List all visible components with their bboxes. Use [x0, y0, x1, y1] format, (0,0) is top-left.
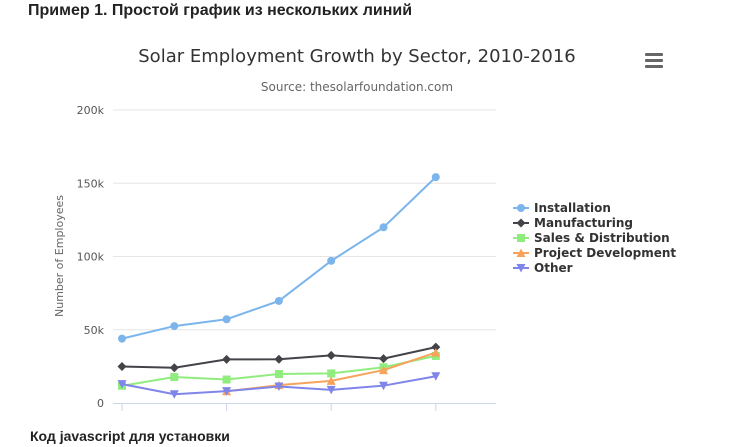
- legend-item[interactable]: Sales & Distribution: [513, 231, 670, 245]
- legend-symbol[interactable]: [517, 204, 525, 212]
- legend-item[interactable]: Project Development: [513, 246, 676, 260]
- legend-label: Installation: [534, 201, 611, 215]
- data-point[interactable]: [222, 315, 231, 324]
- series-line: [121, 176, 437, 340]
- legend-label: Other: [534, 261, 573, 275]
- legend-item[interactable]: Other: [513, 261, 573, 275]
- series-lines: [117, 173, 441, 399]
- data-point[interactable]: [170, 322, 179, 331]
- legend-label: Sales & Distribution: [534, 231, 670, 245]
- data-point[interactable]: [170, 373, 179, 382]
- chart-subtitle: Source: thesolarfoundation.com: [261, 80, 453, 94]
- chart-menu-button[interactable]: [642, 50, 666, 70]
- x-axis: [113, 403, 496, 411]
- hamburger-menu-icon: [645, 53, 663, 56]
- data-point[interactable]: [222, 375, 231, 384]
- data-point[interactable]: [222, 354, 232, 364]
- series-other: [117, 372, 441, 399]
- legend-item[interactable]: Installation: [513, 201, 611, 215]
- data-point[interactable]: [326, 376, 336, 385]
- data-point[interactable]: [326, 350, 336, 360]
- y-tick-label: 150k: [77, 177, 105, 190]
- y-tick-label: 200k: [77, 104, 105, 117]
- data-point[interactable]: [431, 348, 441, 357]
- data-point[interactable]: [379, 354, 388, 364]
- y-tick-label: 100k: [77, 251, 105, 264]
- data-point[interactable]: [431, 372, 441, 381]
- data-point[interactable]: [169, 390, 179, 399]
- y-axis-ticks: 0 50k 100k 150k 200k: [77, 104, 105, 410]
- data-point[interactable]: [274, 296, 283, 305]
- y-tick-label: 50k: [84, 324, 105, 337]
- legend-symbol[interactable]: [516, 218, 526, 228]
- series-installation: [118, 173, 440, 343]
- y-tick-label: 0: [97, 397, 104, 410]
- data-point[interactable]: [169, 363, 179, 373]
- legend-label: Manufacturing: [534, 216, 633, 230]
- series-manufacturing: [117, 342, 441, 373]
- data-point[interactable]: [327, 369, 336, 378]
- legend-symbol[interactable]: [516, 264, 526, 273]
- data-point[interactable]: [118, 334, 126, 343]
- data-point[interactable]: [117, 380, 127, 389]
- legend-symbol[interactable]: [516, 248, 526, 258]
- chart-title: Solar Employment Growth by Sector, 2010-…: [138, 46, 575, 67]
- data-point[interactable]: [379, 381, 388, 391]
- data-point[interactable]: [222, 387, 232, 396]
- grid-lines: [113, 109, 496, 331]
- data-point[interactable]: [117, 361, 127, 371]
- data-point[interactable]: [274, 382, 284, 392]
- page-footer: Код javascript для установки: [30, 428, 230, 444]
- data-point[interactable]: [379, 365, 388, 375]
- data-point[interactable]: [327, 256, 336, 265]
- page-heading: Пример 1. Простой график из нескольких л…: [28, 2, 413, 19]
- data-point[interactable]: [431, 342, 441, 352]
- data-point[interactable]: [379, 223, 388, 232]
- data-point[interactable]: [274, 370, 283, 379]
- data-point[interactable]: [431, 173, 440, 182]
- legend-label: Project Development: [534, 246, 676, 260]
- data-point[interactable]: [326, 385, 336, 395]
- data-point[interactable]: [274, 354, 284, 364]
- legend-symbol[interactable]: [517, 234, 525, 242]
- legend-item[interactable]: Manufacturing: [513, 216, 633, 230]
- y-axis-label: Number of Employees: [53, 195, 66, 317]
